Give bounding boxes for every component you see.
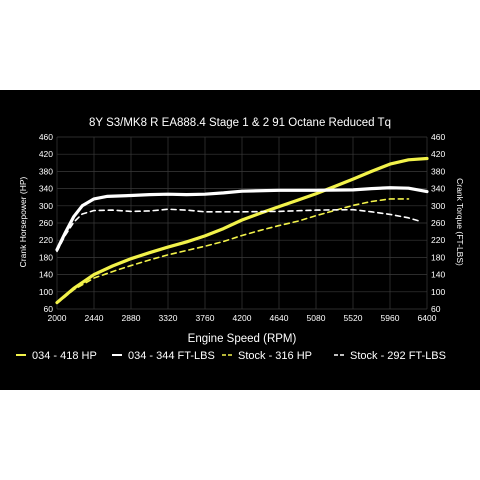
y-axis-left-title: Crank Horsepower (HP) (18, 176, 28, 267)
legend-label-4: Stock - 292 FT-LBS (350, 350, 446, 362)
legend-label-2: 034 - 344 FT-LBS (128, 350, 215, 362)
legend-label-1: 034 - 418 HP (32, 350, 97, 362)
x-tick-label: 4200 (233, 313, 252, 323)
series-line-2 (55, 186, 429, 252)
y-tick-label-right: 180 (431, 252, 445, 262)
y-tick-label-left: 100 (39, 287, 53, 297)
y-tick-label-left: 260 (39, 218, 53, 228)
y-tick-label-left: 60 (44, 304, 54, 314)
x-tick-label: 3760 (196, 313, 215, 323)
x-tick-label: 2000 (48, 313, 67, 323)
x-tick-label: 5080 (307, 313, 326, 323)
y-tick-label-left: 340 (39, 184, 53, 194)
y-tick-label-right: 260 (431, 218, 445, 228)
y-tick-label-left: 420 (39, 149, 53, 159)
x-axis-title: Engine Speed (RPM) (188, 333, 297, 345)
y-tick-label-left: 380 (39, 166, 53, 176)
y-tick-label-right: 340 (431, 184, 445, 194)
x-tick-label: 5520 (344, 313, 363, 323)
series-line-3 (56, 198, 410, 305)
y-tick-label-right: 420 (431, 149, 445, 159)
series-line-1 (55, 156, 429, 305)
y-tick-label-right: 100 (431, 287, 445, 297)
x-tick-label: 3320 (159, 313, 178, 323)
series-line-4 (56, 208, 420, 253)
chart-panel: 8Y S3/MK8 R EA888.4 Stage 1 & 2 91 Octan… (0, 90, 480, 390)
y-tick-label-right: 300 (431, 201, 445, 211)
y-tick-label-left: 140 (39, 270, 53, 280)
y-tick-label-left: 220 (39, 235, 53, 245)
x-tick-label: 4640 (270, 313, 289, 323)
dyno-chart: 8Y S3/MK8 R EA888.4 Stage 1 & 2 91 Octan… (16, 117, 465, 362)
x-tick-label: 2880 (122, 313, 141, 323)
legend-label-3: Stock - 316 HP (238, 350, 312, 362)
y-tick-label-left: 300 (39, 201, 53, 211)
y-tick-label-right: 220 (431, 235, 445, 245)
y-tick-label-right: 60 (431, 304, 441, 314)
y-tick-label-left: 460 (39, 132, 53, 142)
y-tick-label-right: 460 (431, 132, 445, 142)
y-tick-label-right: 380 (431, 166, 445, 176)
chart-title: 8Y S3/MK8 R EA888.4 Stage 1 & 2 91 Octan… (89, 117, 391, 129)
y-axis-right-title: Crank Torque (FT-LBS) (455, 178, 465, 266)
x-tick-label: 2440 (85, 313, 104, 323)
x-tick-label: 6400 (418, 313, 437, 323)
x-tick-label: 5960 (381, 313, 400, 323)
y-tick-label-left: 180 (39, 252, 53, 262)
y-tick-label-right: 140 (431, 270, 445, 280)
